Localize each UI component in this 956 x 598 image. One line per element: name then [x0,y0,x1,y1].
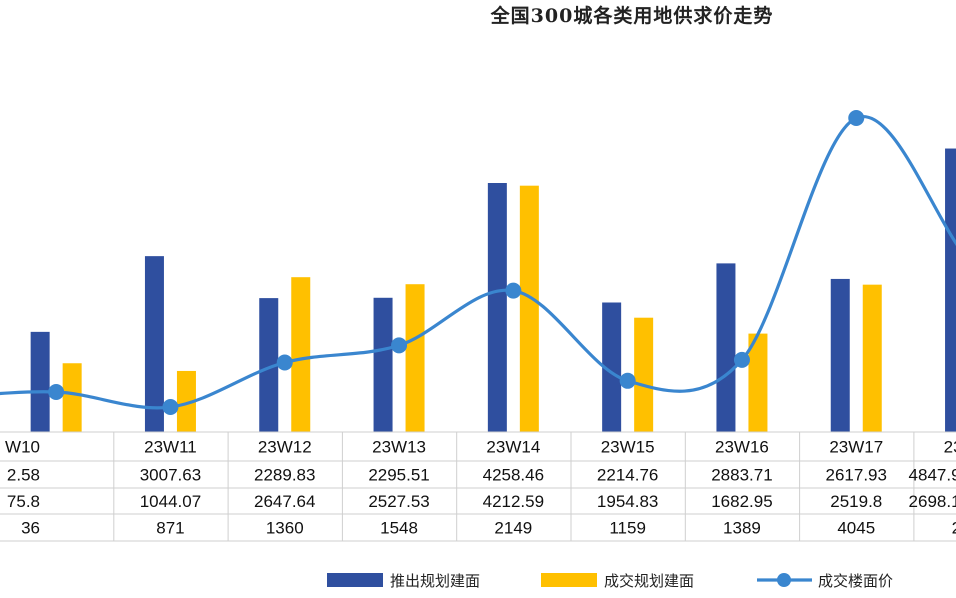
bar-deal-23W14 [519,185,539,432]
legend-label-price: 成交楼面价 [818,572,893,590]
table-cell: 4045 [837,519,875,538]
table-cell: 4212.59 [483,492,544,511]
price-point-23W15 [619,372,636,389]
table-cell: 2883.71 [711,466,772,485]
table-cell: 2289.83 [254,466,315,485]
legend-swatch-price-marker [777,573,791,587]
bar-supply-23W13 [373,297,393,432]
table-cell: 1954.83 [597,492,658,511]
bar-deal-23W17 [862,284,882,432]
table-header-cell: 23W12 [258,438,312,457]
table-cell: 2519.8 [830,492,882,511]
table-header-cell: 23W18 [944,438,956,457]
table-cell: 4847.94 [909,466,956,485]
table-cell: 2295.51 [368,466,429,485]
table-cell: 1044.07 [140,492,201,511]
bar-supply-23W12 [259,298,279,432]
legend-label-supply: 推出规划建面 [390,572,480,590]
table-cell: 3007.63 [140,466,201,485]
table-cell: 2149 [494,519,532,538]
price-point-23W10 [48,384,65,400]
line-layer [0,110,956,416]
legend-label-deal: 成交规划建面 [604,572,694,590]
table-cell: 2455 [952,519,956,538]
bar-deal-23W11 [176,370,196,432]
price-point-23W13 [391,337,408,354]
table-cell: 1682.95 [711,492,772,511]
table-cell: 4258.46 [483,466,544,485]
bar-supply-23W10 [30,331,50,432]
table-header-cell: 23W14 [486,438,540,457]
price-point-23W12 [276,354,293,371]
table-cell: 2617.93 [826,466,887,485]
table-header-cell: 23W16 [715,438,769,457]
bar-deal-23W16 [748,333,768,432]
table-cell: 75.8 [7,492,40,511]
bar-deal-23W10 [62,363,82,432]
price-point-23W17 [848,110,865,126]
table-cell: 1159 [609,519,646,538]
table-cell: 1389 [723,519,761,538]
table-cell: 871 [156,519,184,538]
table-header-cell: 23W17 [829,438,883,457]
data-table: W10 23W11 23W12 23W13 23W14 23W15 23W16 23W17 23… [0,431,956,542]
table-cell: 2527.53 [368,492,429,511]
bar-supply-23W15 [602,302,622,432]
bar-supply-23W14 [487,183,507,432]
chart-title: 全国300城各类用地供求价走势 [490,4,774,27]
table-cell: 2214.76 [597,466,658,485]
table-cell: 2647.64 [254,492,315,511]
bar-supply-23W17 [830,278,850,432]
bar-layer [30,148,956,432]
table-cell: 2698.13 [909,492,956,511]
bar-supply-23W18 [945,148,956,432]
price-point-23W14 [505,282,522,299]
legend-swatch-deal [541,573,597,587]
bar-deal-23W15 [634,317,654,432]
table-cell: 1548 [380,519,418,538]
table-cell: 1360 [266,519,304,538]
bar-deal-23W12 [291,277,311,432]
table-header-cell: 23W11 [144,438,197,457]
price-point-23W11 [162,399,179,416]
legend-swatch-supply [327,573,383,587]
table-header-cell: 23W15 [601,438,655,457]
bar-supply-23W11 [144,256,164,432]
price-line [0,114,956,410]
price-point-23W16 [733,351,750,368]
table-cell: 36 [21,519,40,538]
table-cell: 2.58 [7,466,40,485]
table-header-cell: 23W13 [372,438,426,457]
bar-supply-23W16 [716,263,736,432]
table-header-cell: W10 [5,438,40,457]
bar-deal-23W13 [405,284,425,432]
legend: 推出规划建面 成交规划建面 成交楼面价 [327,572,893,590]
